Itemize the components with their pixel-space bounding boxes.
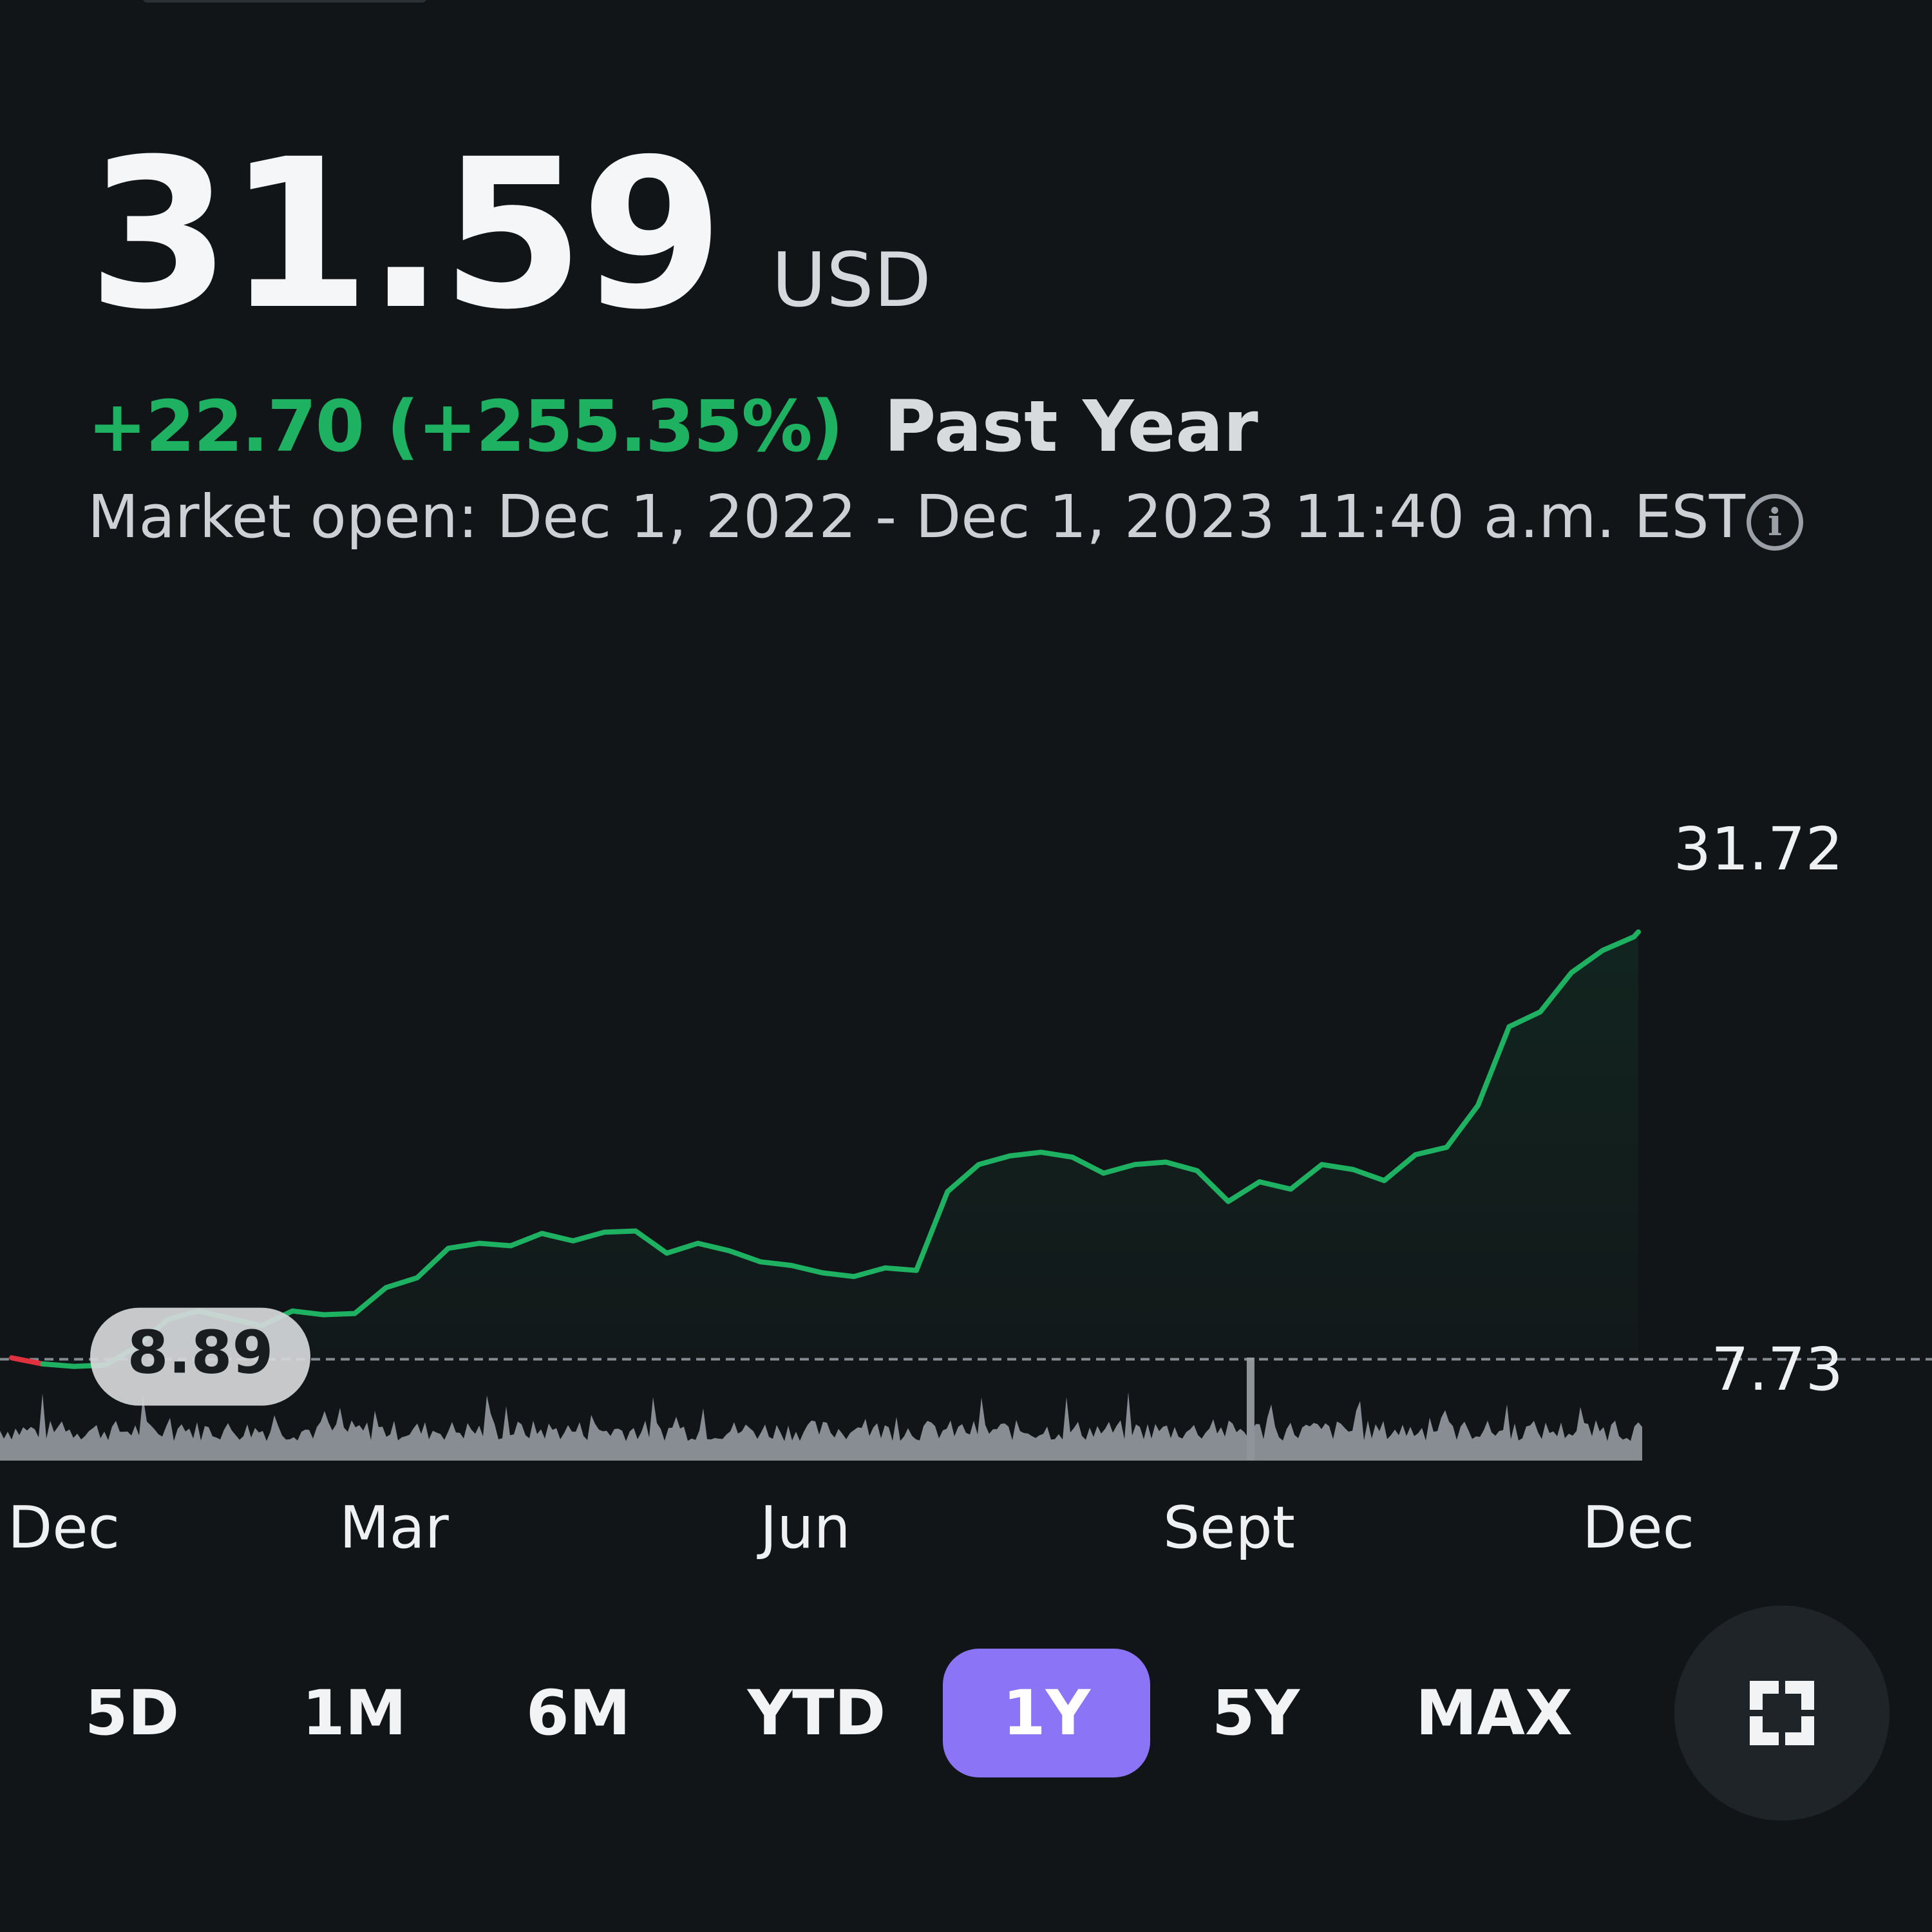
range-button-ytd[interactable]: YTD bbox=[747, 1677, 886, 1749]
chart-low-label: 7.73 bbox=[1711, 1335, 1843, 1404]
chart-high-label: 31.72 bbox=[1674, 815, 1843, 884]
range-button-5y[interactable]: 5Y bbox=[1211, 1677, 1300, 1749]
x-tick-dec-0: Dec bbox=[8, 1494, 120, 1562]
range-selector: 5D 1M 6M YTD 1Y 5Y MAX bbox=[0, 1649, 1687, 1777]
range-button-6m[interactable]: 6M bbox=[526, 1677, 631, 1749]
x-tick-mar-1: Mar bbox=[339, 1494, 449, 1562]
change-row: +22.70 (+255.35%) Past Year bbox=[88, 384, 1258, 469]
currency-code: USD bbox=[772, 237, 932, 324]
change-period: Past Year bbox=[884, 385, 1258, 468]
price-chart[interactable]: 8.89 31.72 7.73 Dec Mar Jun Sept Dec bbox=[0, 0, 1932, 1584]
volume-spike bbox=[1246, 1358, 1255, 1461]
previous-close-label: 8.89 bbox=[128, 1318, 274, 1387]
info-icon[interactable]: i bbox=[1747, 494, 1803, 551]
volume-area bbox=[0, 1392, 1642, 1461]
current-price: 31.59 bbox=[88, 115, 724, 355]
range-button-1m[interactable]: 1M bbox=[301, 1677, 407, 1749]
previous-close-badge bbox=[90, 1307, 310, 1406]
x-tick-dec-4: Dec bbox=[1582, 1494, 1694, 1562]
price-line-up bbox=[40, 929, 1641, 1369]
fullscreen-button[interactable] bbox=[1674, 1605, 1889, 1821]
price-change: +22.70 (+255.35%) bbox=[88, 385, 844, 468]
price-line-down bbox=[9, 1355, 46, 1367]
fullscreen-icon bbox=[1750, 1681, 1814, 1745]
range-button-5d[interactable]: 5D bbox=[84, 1677, 180, 1749]
price-area bbox=[12, 932, 1638, 1367]
quote-header: 31.59 USD bbox=[88, 132, 931, 338]
range-button-max[interactable]: MAX bbox=[1416, 1677, 1573, 1749]
market-status: Market open: Dec 1, 2022 - Dec 1, 2023 1… bbox=[88, 482, 1745, 551]
x-tick-jun-2: Jun bbox=[757, 1494, 851, 1562]
x-tick-sept-3: Sept bbox=[1163, 1494, 1295, 1562]
drag-handle[interactable] bbox=[143, 0, 426, 3]
range-button-1y[interactable]: 1Y bbox=[943, 1649, 1150, 1777]
